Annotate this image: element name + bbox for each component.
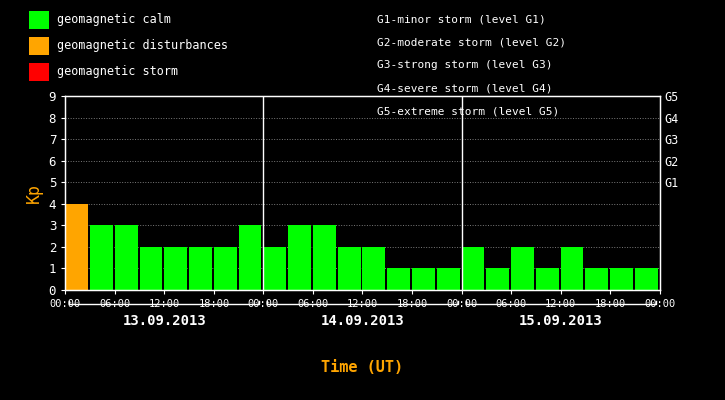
- Text: G1-minor storm (level G1): G1-minor storm (level G1): [377, 14, 546, 24]
- Bar: [288, 225, 311, 290]
- Text: 14.09.2013: 14.09.2013: [320, 314, 405, 328]
- Bar: [90, 225, 113, 290]
- Text: geomagnetic storm: geomagnetic storm: [57, 66, 178, 78]
- Bar: [436, 268, 460, 290]
- Bar: [313, 225, 336, 290]
- Bar: [239, 225, 262, 290]
- Bar: [189, 247, 212, 290]
- Bar: [511, 247, 534, 290]
- Y-axis label: Kp: Kp: [25, 183, 44, 203]
- Text: G2-moderate storm (level G2): G2-moderate storm (level G2): [377, 37, 566, 47]
- Bar: [560, 247, 584, 290]
- Bar: [635, 268, 658, 290]
- Bar: [462, 247, 484, 290]
- Text: 15.09.2013: 15.09.2013: [519, 314, 602, 328]
- Text: geomagnetic calm: geomagnetic calm: [57, 14, 170, 26]
- Bar: [585, 268, 608, 290]
- Bar: [412, 268, 435, 290]
- Bar: [338, 247, 360, 290]
- Bar: [139, 247, 162, 290]
- Bar: [165, 247, 187, 290]
- Text: G3-strong storm (level G3): G3-strong storm (level G3): [377, 60, 552, 70]
- Bar: [214, 247, 236, 290]
- Text: G5-extreme storm (level G5): G5-extreme storm (level G5): [377, 107, 559, 117]
- Text: Time (UT): Time (UT): [321, 360, 404, 376]
- Bar: [536, 268, 559, 290]
- Bar: [387, 268, 410, 290]
- Text: G4-severe storm (level G4): G4-severe storm (level G4): [377, 84, 552, 94]
- Bar: [362, 247, 385, 290]
- Text: 13.09.2013: 13.09.2013: [123, 314, 206, 328]
- Bar: [115, 225, 138, 290]
- Bar: [65, 204, 88, 290]
- Bar: [610, 268, 633, 290]
- Text: geomagnetic disturbances: geomagnetic disturbances: [57, 40, 228, 52]
- Bar: [486, 268, 509, 290]
- Bar: [263, 247, 286, 290]
